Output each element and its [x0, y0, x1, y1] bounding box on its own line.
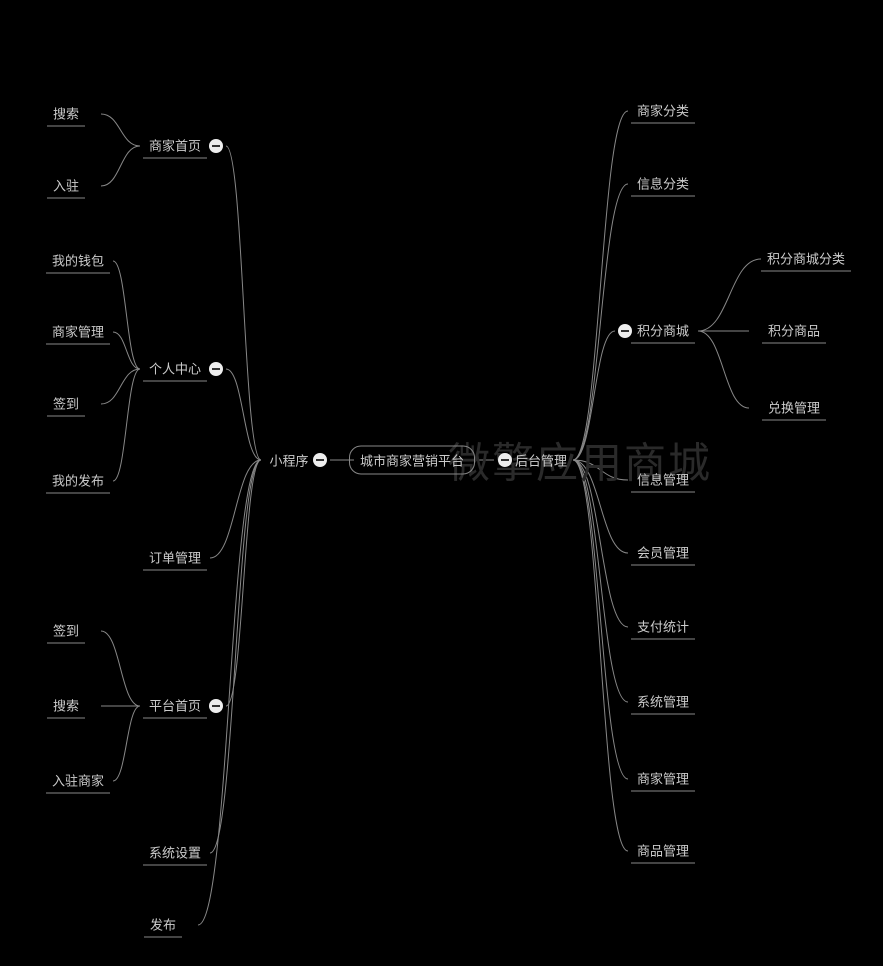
node-left-4[interactable]: 系统设置 — [143, 841, 207, 866]
node-left-5[interactable]: 发布 — [144, 913, 182, 938]
node-left-root[interactable]: 小程序 — [263, 449, 314, 472]
node-left-3-1[interactable]: 搜索 — [47, 694, 85, 719]
center-node[interactable]: 城市商家营销平台 — [349, 446, 475, 475]
node-left-3[interactable]: 平台首页 — [143, 694, 207, 719]
node-left-0-1[interactable]: 入驻 — [47, 174, 85, 199]
node-left-0[interactable]: 商家首页 — [143, 134, 207, 159]
node-right-2-0[interactable]: 积分商城分类 — [761, 247, 851, 272]
collapse-left-0[interactable] — [209, 139, 223, 153]
node-left-1-3[interactable]: 我的发布 — [46, 469, 110, 494]
node-right-4[interactable]: 会员管理 — [631, 541, 695, 566]
node-left-1-2[interactable]: 签到 — [47, 392, 85, 417]
node-left-1-1[interactable]: 商家管理 — [46, 320, 110, 345]
node-right-2-1[interactable]: 积分商品 — [762, 319, 826, 344]
node-right-6[interactable]: 系统管理 — [631, 690, 695, 715]
mindmap-connectors — [0, 0, 883, 966]
node-left-3-0[interactable]: 签到 — [47, 619, 85, 644]
node-left-3-2[interactable]: 入驻商家 — [46, 769, 110, 794]
collapse-left-3[interactable] — [209, 699, 223, 713]
collapse-left-root[interactable] — [313, 453, 327, 467]
node-right-5[interactable]: 支付统计 — [631, 615, 695, 640]
node-left-1-0[interactable]: 我的钱包 — [46, 249, 110, 274]
collapse-right-2[interactable] — [618, 324, 632, 338]
node-right-2-2[interactable]: 兑换管理 — [762, 396, 826, 421]
node-right-root[interactable]: 后台管理 — [509, 449, 573, 472]
node-left-0-0[interactable]: 搜索 — [47, 102, 85, 127]
node-right-7[interactable]: 商家管理 — [631, 767, 695, 792]
node-left-1[interactable]: 个人中心 — [143, 357, 207, 382]
node-right-8[interactable]: 商品管理 — [631, 839, 695, 864]
node-left-2[interactable]: 订单管理 — [143, 546, 207, 571]
node-right-2[interactable]: 积分商城 — [631, 319, 695, 344]
node-right-0[interactable]: 商家分类 — [631, 99, 695, 124]
collapse-left-1[interactable] — [209, 362, 223, 376]
node-right-3[interactable]: 信息管理 — [631, 468, 695, 493]
node-right-1[interactable]: 信息分类 — [631, 172, 695, 197]
